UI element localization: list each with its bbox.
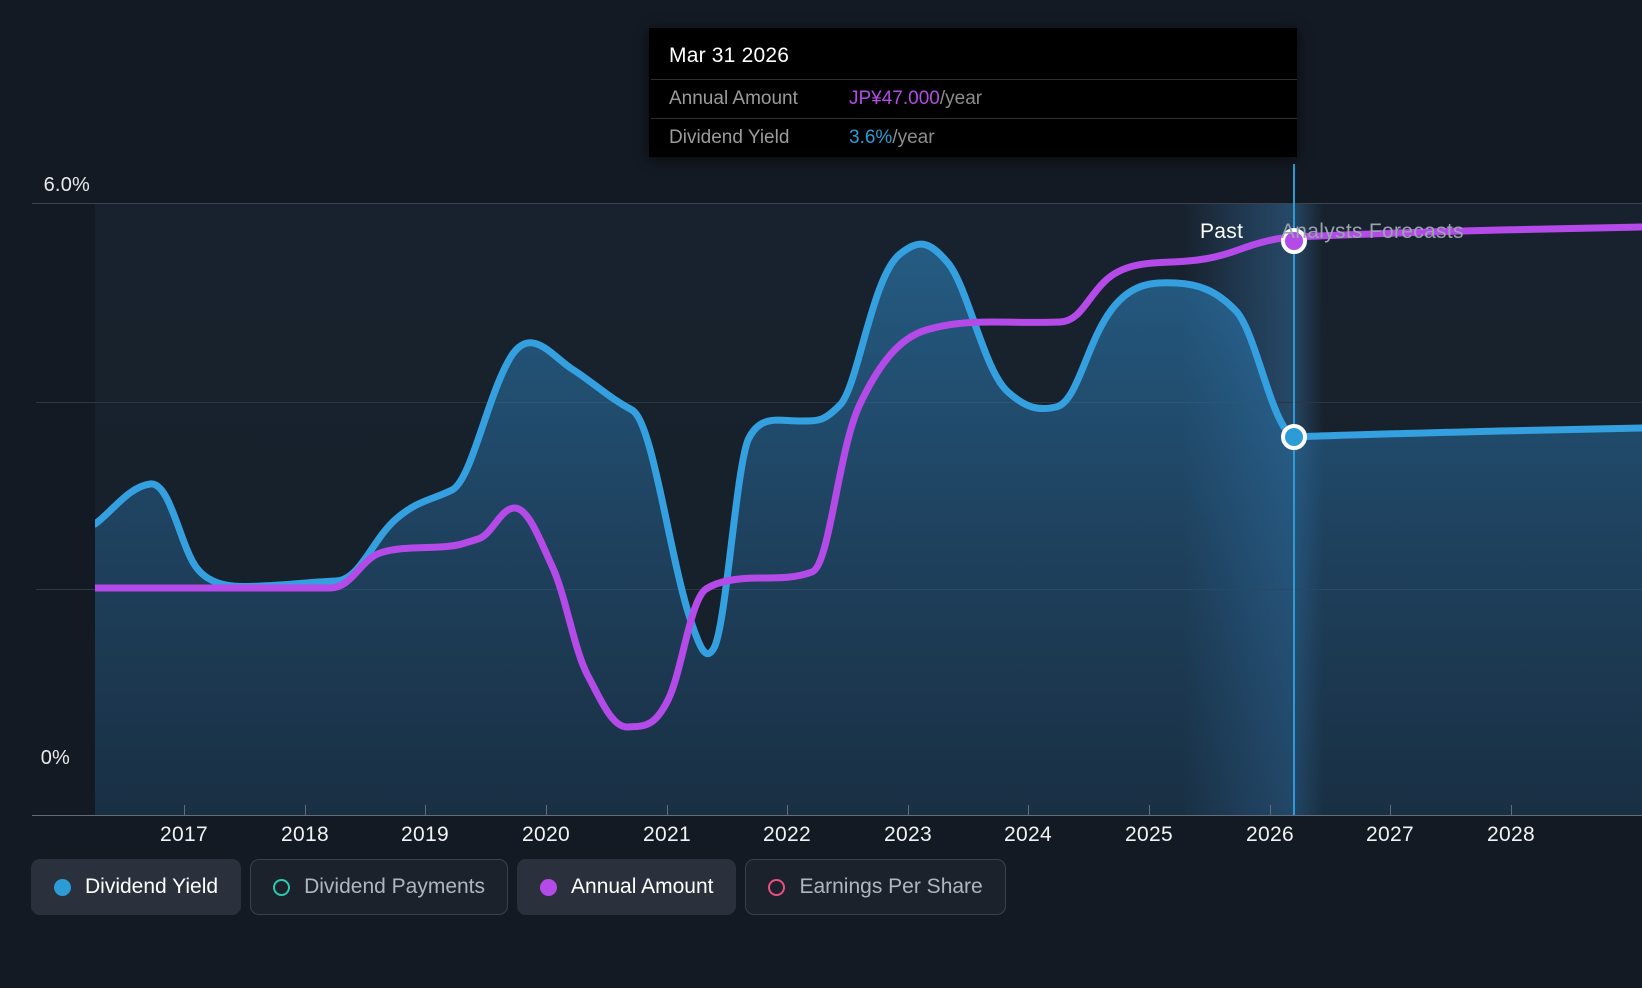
annual-amount-dot-icon — [540, 878, 558, 896]
tooltip-row-annual-amount: Annual Amount JP¥47.000/year — [651, 79, 1297, 118]
legend-label-earnings-per-share: Earnings Per Share — [799, 875, 983, 898]
legend-label-annual-amount: Annual Amount — [571, 875, 714, 898]
x-axis-label-2025: 2025 — [1125, 823, 1173, 846]
legend-label-dividend-payments: Dividend Payments — [304, 875, 486, 898]
x-axis-label-2020: 2020 — [522, 823, 570, 846]
chart-tooltip: Mar 31 2026 Annual Amount JP¥47.000/year… — [649, 28, 1297, 157]
tooltip-row-dividend-yield: Dividend Yield 3.6%/year — [651, 118, 1297, 157]
x-axis-label-2024: 2024 — [1004, 823, 1052, 846]
tooltip-yield-value: 3.6% — [849, 127, 893, 148]
tooltip-value-annual-amount: JP¥47.000/year — [849, 86, 982, 112]
x-tick-2024 — [1028, 805, 1029, 816]
y-axis-label-bottom: 0% — [40, 747, 70, 769]
x-tick-2020 — [546, 805, 547, 816]
dividend-yield-area — [95, 244, 1642, 815]
x-tick-2023 — [908, 805, 909, 816]
x-axis-label-2017: 2017 — [160, 823, 208, 846]
tooltip-amount-unit: /year — [939, 88, 983, 109]
x-tick-2018 — [305, 805, 306, 816]
x-axis-label-2023: 2023 — [884, 823, 932, 846]
annual-amount-marker — [1281, 228, 1307, 254]
x-tick-2026 — [1270, 805, 1271, 816]
earnings-per-share-ring-icon — [768, 878, 786, 896]
tooltip-value-dividend-yield: 3.6%/year — [849, 125, 935, 151]
y-axis-label-top: 6.0% — [43, 174, 90, 196]
chart-legend: Dividend Yield Dividend Payments Annual … — [31, 859, 1006, 915]
x-tick-2022 — [787, 805, 788, 816]
x-axis-line — [32, 815, 1642, 816]
legend-item-earnings-per-share[interactable]: Earnings Per Share — [745, 859, 1006, 915]
x-axis-label-2028: 2028 — [1487, 823, 1535, 846]
tooltip-amount-value: JP¥47.000 — [849, 88, 940, 109]
x-axis-label-2018: 2018 — [281, 823, 329, 846]
dividend-payments-ring-icon — [273, 878, 291, 896]
dividend-yield-marker — [1281, 424, 1307, 450]
x-tick-2028 — [1511, 805, 1512, 816]
x-tick-2017 — [184, 805, 185, 816]
x-tick-2021 — [667, 805, 668, 816]
period-label-past: Past — [1200, 220, 1244, 243]
legend-item-dividend-payments[interactable]: Dividend Payments — [250, 859, 509, 915]
legend-label-dividend-yield: Dividend Yield — [85, 875, 219, 898]
dividend-yield-line — [95, 240, 1642, 657]
legend-item-annual-amount[interactable]: Annual Amount — [517, 859, 737, 915]
x-axis-label-2026: 2026 — [1246, 823, 1294, 846]
tooltip-key-annual-amount: Annual Amount — [669, 88, 798, 109]
period-label-forecast: Analysts Forecasts — [1281, 220, 1464, 243]
x-axis-label-2027: 2027 — [1366, 823, 1414, 846]
legend-item-dividend-yield[interactable]: Dividend Yield — [31, 859, 242, 915]
tooltip-key-dividend-yield: Dividend Yield — [669, 127, 790, 148]
x-tick-2025 — [1149, 805, 1150, 816]
tooltip-title: Mar 31 2026 — [669, 44, 790, 67]
dividend-yield-dot-icon — [54, 878, 71, 896]
x-tick-2019 — [425, 805, 426, 816]
tooltip-yield-unit: /year — [892, 127, 935, 148]
x-tick-2027 — [1390, 805, 1391, 816]
x-axis-label-2019: 2019 — [401, 823, 449, 846]
annual-amount-line — [95, 223, 1642, 731]
x-axis-label-2022: 2022 — [763, 823, 811, 846]
gridline-6pct — [32, 203, 1642, 204]
x-axis-label-2021: 2021 — [643, 823, 691, 846]
